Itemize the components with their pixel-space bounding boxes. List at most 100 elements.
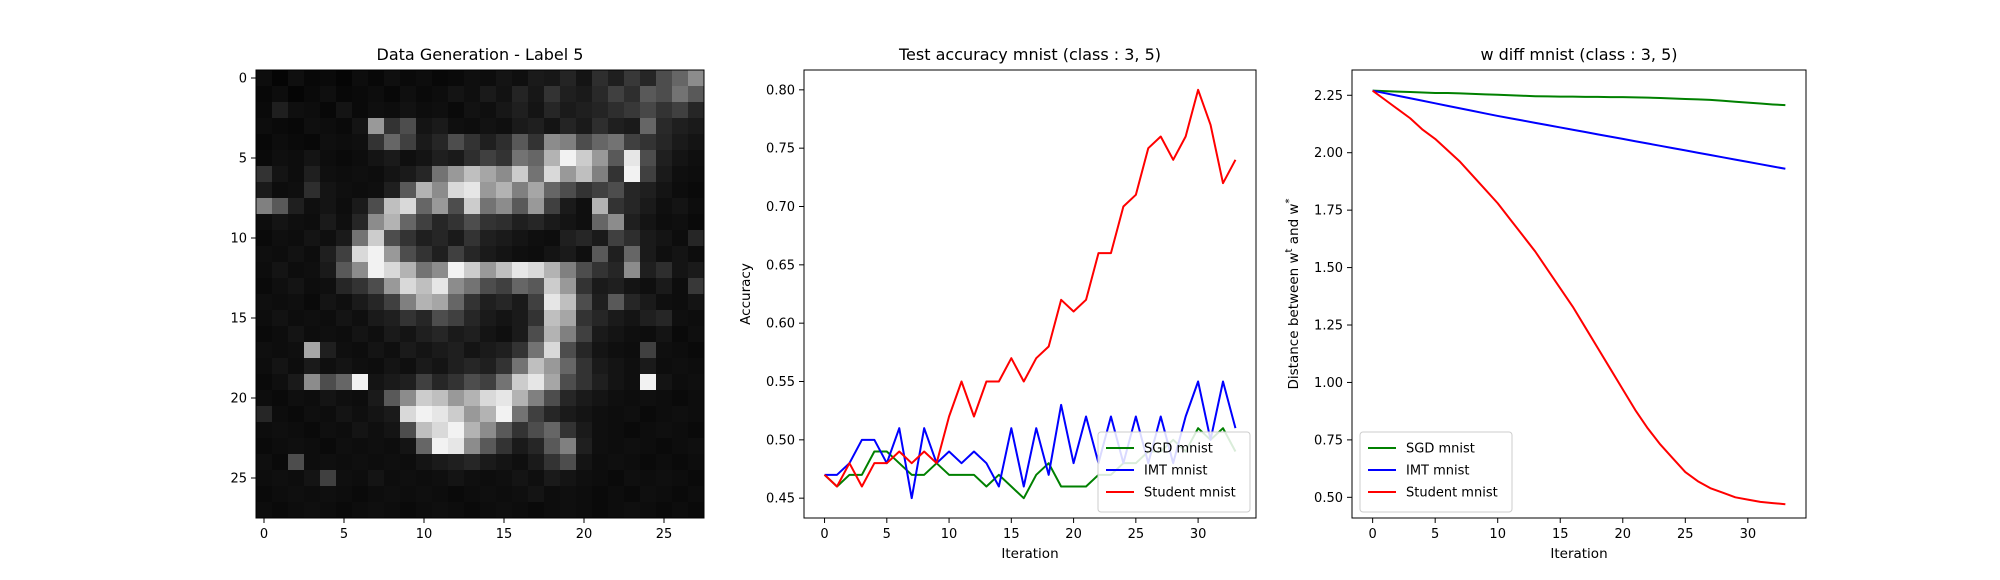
heatmap-cell bbox=[560, 198, 577, 215]
heatmap-cell bbox=[336, 214, 353, 231]
y-tick-label: 0.75 bbox=[766, 142, 795, 157]
heatmap-cell bbox=[576, 230, 593, 247]
heatmap-cell bbox=[608, 326, 625, 343]
heatmap-cell bbox=[560, 342, 577, 359]
heatmap-cell bbox=[656, 374, 673, 391]
heatmap-cell bbox=[336, 182, 353, 199]
heatmap-cell bbox=[352, 70, 369, 87]
heatmap-cell bbox=[560, 102, 577, 119]
heatmap-cell bbox=[384, 102, 401, 119]
heatmap-cell bbox=[480, 310, 497, 327]
heatmap-cell bbox=[432, 246, 449, 263]
heatmap-cell bbox=[560, 470, 577, 487]
heatmap-cell bbox=[656, 150, 673, 167]
heatmap-cell bbox=[560, 390, 577, 407]
heatmap-cell bbox=[288, 502, 305, 519]
heatmap-cell bbox=[640, 182, 657, 199]
heatmap-cell bbox=[512, 422, 529, 439]
legend-label: SGD mnist bbox=[1144, 442, 1213, 457]
heatmap-cell bbox=[320, 198, 337, 215]
heatmap-cell bbox=[320, 262, 337, 279]
heatmap-cell bbox=[544, 390, 561, 407]
heatmap-cell bbox=[608, 86, 625, 103]
y-tick-label: 20 bbox=[230, 392, 247, 407]
heatmap-cell bbox=[368, 342, 385, 359]
heatmap-cell bbox=[512, 326, 529, 343]
heatmap-cell bbox=[432, 390, 449, 407]
heatmap-cell bbox=[448, 502, 465, 519]
heatmap-cell bbox=[336, 374, 353, 391]
heatmap-cell bbox=[384, 358, 401, 375]
heatmap-cell bbox=[256, 102, 273, 119]
heatmap-cell bbox=[320, 310, 337, 327]
heatmap-cell bbox=[400, 262, 417, 279]
heatmap-cell bbox=[624, 262, 641, 279]
heatmap-cell bbox=[688, 502, 705, 519]
heatmap-cell bbox=[544, 358, 561, 375]
heatmap-cell bbox=[432, 118, 449, 135]
heatmap-cell bbox=[304, 310, 321, 327]
heatmap-cell bbox=[304, 470, 321, 487]
legend: SGD mnist IMT mnist Student mnist bbox=[1097, 431, 1251, 513]
heatmap-cell bbox=[416, 390, 433, 407]
heatmap-cell bbox=[400, 406, 417, 423]
x-tick-label: 0 bbox=[260, 527, 268, 542]
heatmap-cell bbox=[272, 70, 289, 87]
heatmap-cell bbox=[592, 406, 609, 423]
heatmap-cell bbox=[672, 502, 689, 519]
heatmap-cell bbox=[496, 198, 513, 215]
x-tick-label: 15 bbox=[496, 527, 513, 542]
heatmap-cell bbox=[528, 262, 545, 279]
heatmap-cell bbox=[656, 438, 673, 455]
heatmap-cell bbox=[288, 86, 305, 103]
heatmap-cell bbox=[512, 310, 529, 327]
heatmap-cell bbox=[336, 454, 353, 471]
heatmap-cell bbox=[384, 438, 401, 455]
heatmap-cell bbox=[320, 86, 337, 103]
heatmap-cell bbox=[528, 358, 545, 375]
heatmap-cell bbox=[320, 70, 337, 87]
heatmap-cell bbox=[512, 470, 529, 487]
heatmap-cell bbox=[560, 166, 577, 183]
heatmap-cell bbox=[288, 102, 305, 119]
heatmap-cell bbox=[400, 86, 417, 103]
heatmap-cell bbox=[608, 150, 625, 167]
heatmap-cell bbox=[512, 358, 529, 375]
heatmap-cell bbox=[448, 486, 465, 503]
heatmap-cell bbox=[544, 470, 561, 487]
heatmap-cell bbox=[496, 502, 513, 519]
heatmap-cell bbox=[672, 326, 689, 343]
heatmap-cell bbox=[272, 118, 289, 135]
heatmap-cell bbox=[640, 486, 657, 503]
heatmap-cell bbox=[416, 198, 433, 215]
heatmap-cell bbox=[448, 358, 465, 375]
heatmap-cell bbox=[656, 262, 673, 279]
heatmap-cell bbox=[320, 342, 337, 359]
heatmap-cell bbox=[288, 198, 305, 215]
heatmap-cell bbox=[304, 278, 321, 295]
heatmap-cell bbox=[288, 70, 305, 87]
heatmap-cell bbox=[352, 486, 369, 503]
heatmap-cell bbox=[400, 102, 417, 119]
heatmap-cell bbox=[368, 134, 385, 151]
heatmap-cell bbox=[384, 310, 401, 327]
heatmap-cell bbox=[368, 374, 385, 391]
heatmap-cell bbox=[672, 374, 689, 391]
heatmap-cell bbox=[256, 70, 273, 87]
heatmap-cell bbox=[288, 326, 305, 343]
heatmap-cell bbox=[432, 134, 449, 151]
heatmap-cell bbox=[288, 422, 305, 439]
heatmap-cell bbox=[288, 390, 305, 407]
y-tick-label: 0.80 bbox=[766, 83, 795, 98]
heatmap-cell bbox=[544, 262, 561, 279]
heatmap-cell bbox=[592, 214, 609, 231]
heatmap-cell bbox=[336, 310, 353, 327]
heatmap-cell bbox=[320, 166, 337, 183]
heatmap-cell bbox=[400, 454, 417, 471]
heatmap-cell bbox=[656, 214, 673, 231]
heatmap-cell bbox=[688, 486, 705, 503]
heatmap-cell bbox=[320, 454, 337, 471]
chart-title: Data Generation - Label 5 bbox=[377, 45, 584, 64]
heatmap-cell bbox=[352, 454, 369, 471]
heatmap-cell bbox=[464, 454, 481, 471]
